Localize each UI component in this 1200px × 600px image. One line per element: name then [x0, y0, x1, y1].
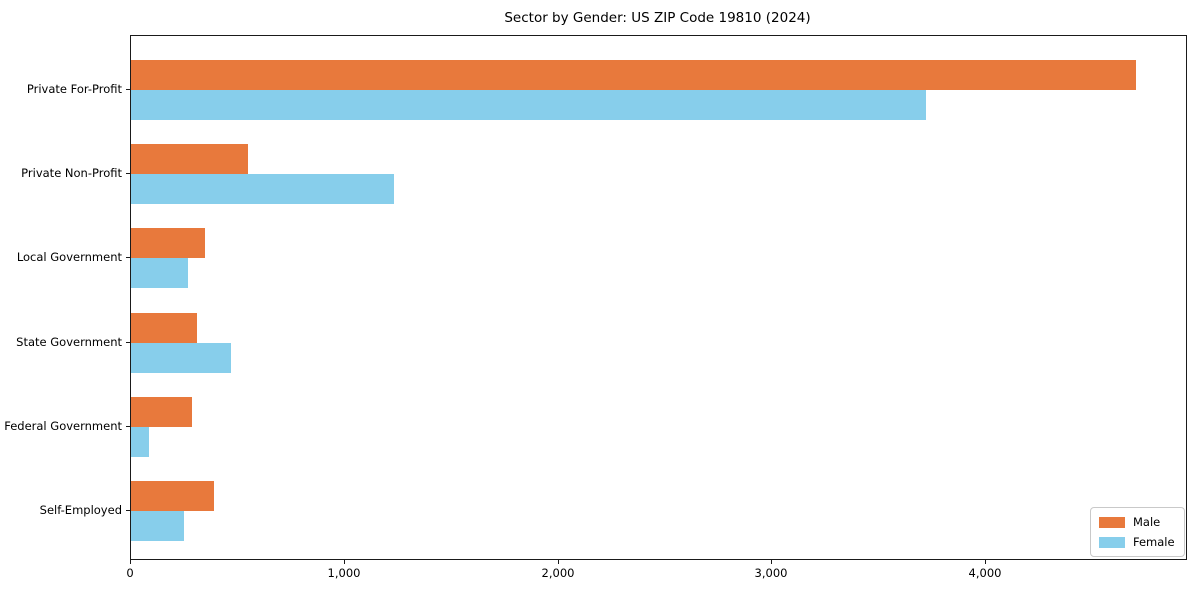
bar-female-4 [131, 426, 149, 457]
bar-male-2 [131, 228, 205, 259]
x-tick-label-0: 0 [126, 566, 134, 580]
legend-label-male: Male [1133, 515, 1161, 529]
y-tick-mark-5 [126, 510, 130, 511]
x-tick-mark-3 [771, 560, 772, 564]
y-tick-label-1: Private Non-Profit [21, 166, 122, 181]
chart-title: Sector by Gender: US ZIP Code 19810 (202… [504, 10, 811, 26]
y-tick-label-4: Federal Government [4, 418, 122, 433]
bar-female-1 [131, 174, 394, 205]
x-tick-label-2: 2,000 [541, 566, 575, 580]
x-tick-mark-4 [985, 560, 986, 564]
bar-female-2 [131, 258, 188, 289]
x-tick-mark-1 [344, 560, 345, 564]
bar-male-4 [131, 396, 192, 427]
x-tick-mark-0 [130, 560, 131, 564]
x-tick-label-3: 3,000 [754, 566, 788, 580]
bar-male-1 [131, 144, 248, 175]
y-tick-mark-1 [126, 173, 130, 175]
y-tick-label-0: Private For-Profit [26, 82, 122, 96]
legend-row-male: Male [1099, 515, 1175, 529]
x-tick-mark-2 [558, 560, 559, 564]
bar-female-0 [131, 90, 926, 120]
legend-swatch-female [1099, 536, 1125, 548]
legend-swatch-male [1099, 516, 1125, 528]
legend-label-female: Female [1133, 535, 1175, 549]
x-tick-label-4: 4,000 [968, 566, 1002, 580]
x-tick-label-1: 1,000 [327, 566, 361, 580]
legend-row-female: Female [1099, 535, 1175, 549]
bar-male-5 [131, 481, 214, 511]
y-tick-mark-3 [126, 341, 130, 343]
legend: Male Female [1090, 507, 1185, 557]
y-tick-mark-4 [126, 425, 130, 427]
y-tick-label-2: Local Government [16, 250, 122, 265]
y-tick-label-3: State Government [16, 334, 122, 349]
plot-area [130, 35, 1187, 560]
bar-female-3 [131, 342, 231, 373]
y-tick-label-5: Self-Employed [39, 503, 122, 517]
y-tick-mark-0 [126, 89, 130, 90]
bar-female-5 [131, 511, 184, 541]
bar-male-0 [131, 60, 1136, 90]
bar-male-3 [131, 312, 197, 343]
y-tick-mark-2 [126, 257, 130, 259]
